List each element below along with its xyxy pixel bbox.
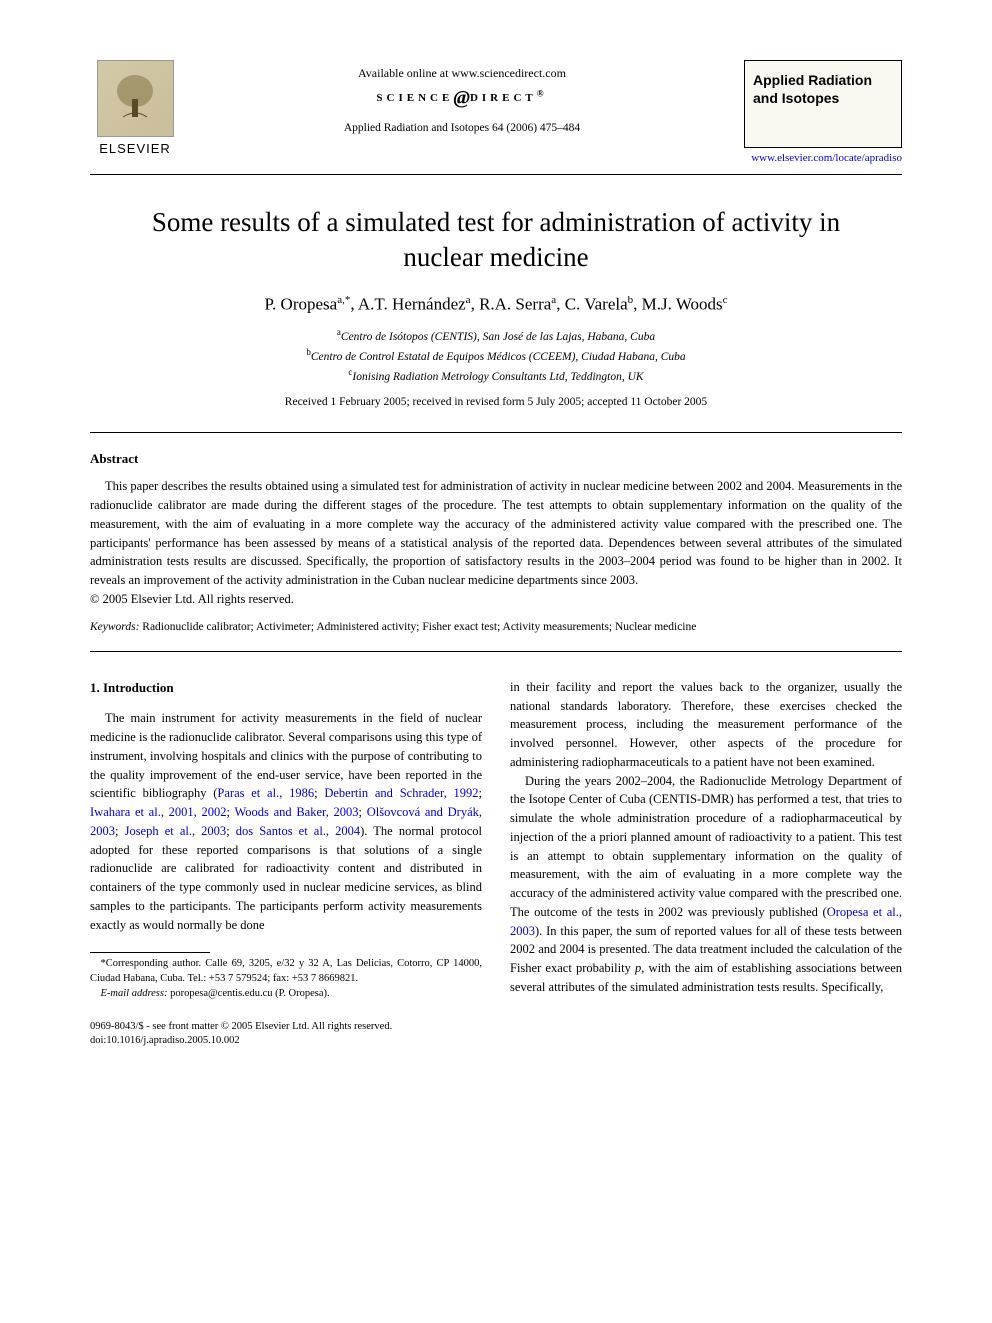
available-online-text: Available online at www.sciencedirect.co…	[180, 66, 744, 81]
sciencedirect-logo: SCIENCE@DIRECT®	[180, 87, 744, 110]
paragraph: in their facility and report the values …	[510, 678, 902, 772]
journal-citation: Applied Radiation and Isotopes 64 (2006)…	[180, 122, 744, 134]
abstract-heading: Abstract	[90, 451, 902, 467]
affiliations: aCentro de Isótopos (CENTIS), San José d…	[90, 326, 902, 386]
section-1-heading: 1. Introduction	[90, 678, 482, 698]
email-footnote: E-mail address: poropesa@centis.edu.cu (…	[90, 987, 482, 1002]
rule-after-keywords	[90, 651, 902, 652]
keywords-label: Keywords:	[90, 621, 139, 633]
corresponding-author-footnote: *Corresponding author. Calle 69, 3205, e…	[90, 957, 482, 986]
page-footer: 0969-8043/$ - see front matter © 2005 El…	[90, 1020, 902, 1049]
center-header: Available online at www.sciencedirect.co…	[180, 60, 744, 134]
header-row: ELSEVIER Available online at www.science…	[90, 60, 902, 164]
paragraph: During the years 2002–2004, the Radionuc…	[510, 772, 902, 997]
sd-at-icon: @	[453, 87, 470, 109]
sd-right: DIRECT	[470, 92, 537, 104]
journal-homepage-link[interactable]: www.elsevier.com/locate/apradiso	[744, 152, 902, 164]
footnote-rule	[90, 952, 210, 953]
article-title: Some results of a simulated test for adm…	[130, 205, 862, 275]
footer-front-matter: 0969-8043/$ - see front matter © 2005 El…	[90, 1020, 392, 1035]
body-columns: 1. Introduction The main instrument for …	[90, 678, 902, 1002]
elsevier-tree-icon	[97, 60, 174, 137]
publisher-logo-block: ELSEVIER	[90, 60, 180, 156]
email-value: poropesa@centis.edu.cu (P. Oropesa).	[167, 988, 329, 999]
article-dates: Received 1 February 2005; received in re…	[90, 396, 902, 408]
authors-line: P. Oropesaa,*, A.T. Hernándeza, R.A. Ser…	[90, 294, 902, 315]
paragraph: The main instrument for activity measure…	[90, 709, 482, 934]
rule-top	[90, 174, 902, 175]
right-column: in their facility and report the values …	[510, 678, 902, 1002]
footer-doi: doi:10.1016/j.apradiso.2005.10.002	[90, 1034, 392, 1049]
journal-box-wrap: Applied Radiation and Isotopes www.elsev…	[744, 60, 902, 164]
abstract-text: This paper describes the results obtaine…	[90, 477, 902, 590]
journal-cover-title: Applied Radiation and Isotopes	[753, 71, 893, 107]
email-label: E-mail address:	[101, 988, 168, 999]
abstract-copyright: © 2005 Elsevier Ltd. All rights reserved…	[90, 592, 902, 607]
rule-before-abstract	[90, 432, 902, 433]
sd-left: SCIENCE	[376, 92, 453, 104]
page-root: ELSEVIER Available online at www.science…	[0, 0, 992, 1089]
keywords-text: Radionuclide calibrator; Activimeter; Ad…	[139, 621, 696, 633]
footer-left: 0969-8043/$ - see front matter © 2005 El…	[90, 1020, 392, 1049]
keywords-line: Keywords: Radionuclide calibrator; Activ…	[90, 621, 902, 633]
journal-cover-box: Applied Radiation and Isotopes	[744, 60, 902, 148]
left-column: 1. Introduction The main instrument for …	[90, 678, 482, 1002]
elsevier-label: ELSEVIER	[99, 141, 171, 156]
